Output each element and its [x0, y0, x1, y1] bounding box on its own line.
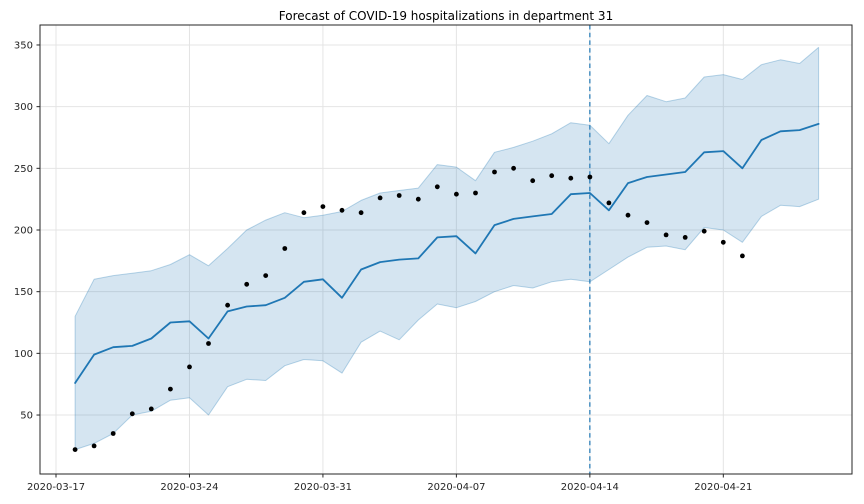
y-tick-label: 150: [14, 287, 33, 298]
y-tick-label: 100: [14, 349, 33, 360]
observed-dot: [206, 341, 211, 346]
x-tick-label: 2020-03-31: [294, 482, 352, 493]
observed-dot: [701, 228, 707, 234]
y-tick-label: 250: [14, 164, 33, 175]
observed-dot: [492, 169, 497, 175]
observed-dot: [168, 386, 173, 392]
observed-dot: [91, 443, 97, 449]
observed-dot: [511, 165, 516, 171]
observed-dot: [740, 253, 745, 259]
observed-dot: [244, 281, 250, 287]
observed-dot: [129, 411, 135, 417]
observed-dot: [396, 193, 402, 198]
plot-border: [39, 24, 853, 475]
observed-dot: [434, 184, 440, 190]
observed-dot: [339, 207, 345, 213]
observed-dot: [358, 210, 364, 216]
y-tick-label: 300: [14, 102, 33, 113]
y-tick-label: 50: [20, 411, 33, 422]
observed-dot: [549, 173, 555, 179]
observed-dot: [568, 175, 574, 181]
observed-dot: [301, 210, 307, 216]
observed-dot: [263, 273, 269, 278]
observed-dot: [663, 232, 669, 238]
observed-dot: [530, 178, 536, 184]
observed-dot: [148, 406, 154, 412]
observed-dot: [720, 239, 726, 245]
observed-dot: [110, 431, 116, 436]
observed-dot: [320, 204, 326, 210]
observed-dot: [682, 235, 688, 240]
observed-dot: [225, 302, 231, 308]
x-tick-label: 2020-04-14: [561, 482, 619, 493]
x-tick-label: 2020-03-24: [160, 482, 218, 493]
observed-dot: [282, 246, 288, 251]
observed-dot: [473, 190, 478, 196]
x-tick-label: 2020-04-21: [694, 482, 752, 493]
observed-dot: [72, 447, 78, 452]
chart-title: Forecast of COVID-19 hospitalizations in…: [278, 9, 614, 23]
observed-dot: [454, 191, 459, 197]
observed-dot: [606, 200, 612, 206]
x-tick-label: 2020-04-07: [427, 482, 485, 493]
x-tick-label: 2020-03-17: [27, 482, 85, 493]
observed-dot: [187, 364, 192, 370]
observed-dot: [587, 174, 593, 180]
forecast-line: [74, 123, 820, 384]
y-tick-label: 200: [14, 226, 33, 237]
confidence-band: [74, 46, 820, 451]
y-tick-label: 350: [14, 40, 33, 51]
observed-dot: [415, 196, 421, 202]
observed-dot: [625, 212, 631, 218]
observed-dot: [644, 220, 650, 226]
observed-dot: [377, 195, 383, 201]
